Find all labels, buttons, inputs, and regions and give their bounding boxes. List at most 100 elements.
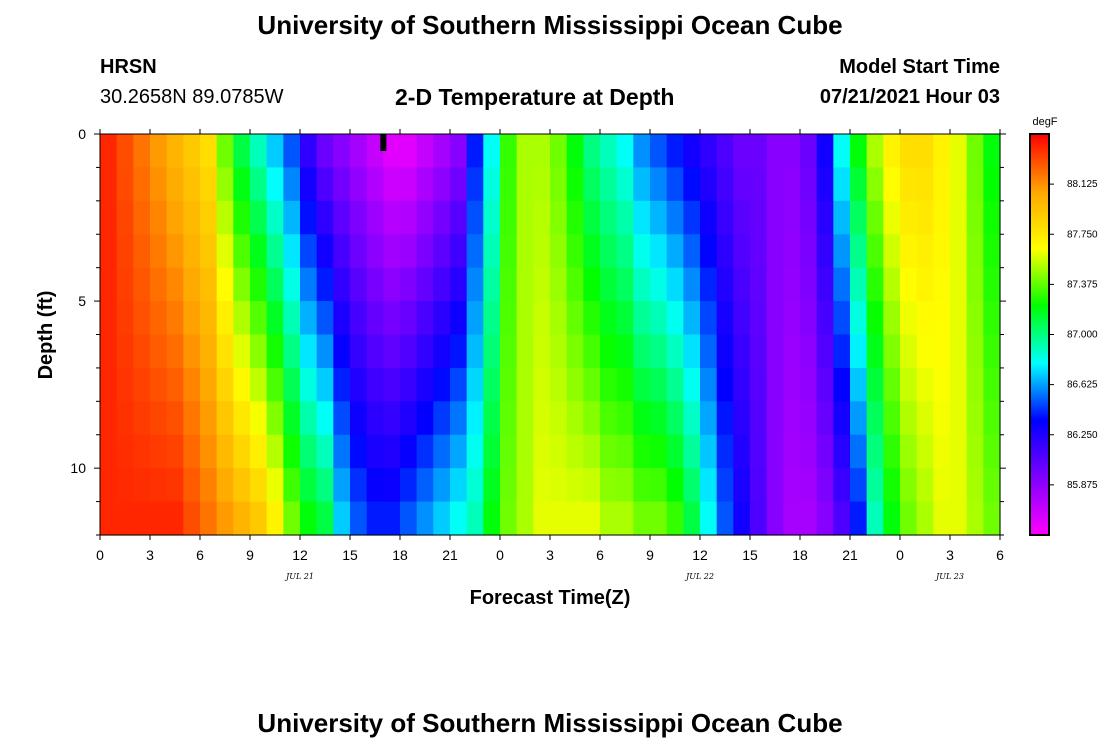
- x-tick-label: 18: [392, 547, 408, 563]
- heatmap-cell: [266, 134, 284, 169]
- heatmap-cell: [766, 167, 784, 202]
- heatmap-cell: [150, 367, 168, 402]
- heatmap-cell: [950, 367, 968, 402]
- heatmap-cell: [750, 367, 768, 402]
- heatmap-cell: [100, 134, 118, 169]
- heatmap-cell: [566, 134, 584, 169]
- heatmap-cell: [333, 301, 351, 336]
- heatmap-cell: [666, 401, 684, 436]
- heatmap-cell: [216, 468, 234, 503]
- heatmap-cell: [166, 401, 184, 436]
- heatmap-cell: [166, 134, 184, 169]
- heatmap-cell: [316, 200, 334, 235]
- heatmap-cell: [950, 234, 968, 269]
- heatmap-cell: [616, 267, 634, 302]
- heatmap-cell: [316, 434, 334, 469]
- heatmap-cell: [366, 501, 384, 536]
- heatmap-cell: [516, 501, 534, 536]
- heatmap-cell: [216, 501, 234, 536]
- heatmap-cell: [433, 468, 451, 503]
- heatmap-cell: [616, 501, 634, 536]
- colorbar-tick-label: 86.625: [1067, 380, 1098, 391]
- heatmap-cell: [300, 301, 318, 336]
- heatmap-cell: [650, 301, 668, 336]
- heatmap-cell: [216, 234, 234, 269]
- heatmap-cell: [716, 434, 734, 469]
- heatmap-cell: [550, 401, 568, 436]
- heatmap-cell: [200, 434, 218, 469]
- heatmap-cell: [833, 134, 851, 169]
- heatmap-cell: [450, 468, 468, 503]
- heatmap-cell: [350, 367, 368, 402]
- heatmap-cell: [266, 501, 284, 536]
- heatmap-cell: [483, 468, 501, 503]
- heatmap-cell: [216, 401, 234, 436]
- heatmap-cell: [983, 234, 1001, 269]
- heatmap-cell: [850, 301, 868, 336]
- heatmap-cell: [233, 301, 251, 336]
- heatmap-cell: [816, 434, 834, 469]
- heatmap-cell: [266, 234, 284, 269]
- heatmap-cell: [350, 468, 368, 503]
- heatmap-cell: [583, 367, 601, 402]
- heatmap-cell: [950, 468, 968, 503]
- heatmap-cell: [666, 234, 684, 269]
- heatmap-cell: [750, 267, 768, 302]
- x-date-label: JUL 23: [934, 572, 964, 581]
- colorbar-tick-label: 86.250: [1067, 430, 1098, 441]
- x-tick-label: 12: [292, 547, 308, 563]
- heatmap-cell: [333, 367, 351, 402]
- heatmap-cell: [366, 334, 384, 369]
- heatmap-cell: [183, 501, 201, 536]
- heatmap-cell: [500, 234, 518, 269]
- heatmap-cell: [883, 434, 901, 469]
- heatmap-cell: [283, 334, 301, 369]
- heatmap-cell: [116, 234, 134, 269]
- heatmap-cell: [516, 434, 534, 469]
- heatmap-cell: [550, 200, 568, 235]
- heatmap-cell: [783, 334, 801, 369]
- heatmap-cell: [350, 167, 368, 202]
- y-axis-label: Depth (ft): [35, 291, 57, 380]
- heatmap-cell: [233, 434, 251, 469]
- heatmap-cell: [583, 234, 601, 269]
- heatmap-cell: [333, 334, 351, 369]
- heatmap-cell: [516, 301, 534, 336]
- heatmap-cell: [233, 267, 251, 302]
- heatmap-cell: [733, 200, 751, 235]
- heatmap-cell: [500, 334, 518, 369]
- heatmap-cell: [550, 434, 568, 469]
- heatmap-cell: [733, 234, 751, 269]
- heatmap-cell: [466, 501, 484, 536]
- heatmap-cell: [566, 501, 584, 536]
- heatmap-cell: [216, 200, 234, 235]
- heatmap-cell: [433, 501, 451, 536]
- heatmap-cell: [600, 401, 618, 436]
- heatmap-cell: [266, 468, 284, 503]
- heatmap-cell: [600, 267, 618, 302]
- heatmap-cell: [633, 334, 651, 369]
- heatmap-cell: [250, 234, 268, 269]
- heatmap-cell: [816, 200, 834, 235]
- heatmap-cell: [916, 367, 934, 402]
- heatmap-cell: [716, 200, 734, 235]
- heatmap-cell: [616, 301, 634, 336]
- heatmap-cell: [200, 334, 218, 369]
- heatmap-cell: [666, 501, 684, 536]
- heatmap-cell: [166, 234, 184, 269]
- heatmap-cell: [950, 401, 968, 436]
- heatmap-cell: [766, 434, 784, 469]
- heatmap-cell: [150, 200, 168, 235]
- heatmap-cell: [233, 134, 251, 169]
- footer-title: University of Southern Mississippi Ocean…: [257, 708, 843, 738]
- heatmap-cell: [550, 267, 568, 302]
- heatmap-cell: [766, 334, 784, 369]
- heatmap-cell: [850, 401, 868, 436]
- heatmap-cell: [783, 134, 801, 169]
- heatmap-cell: [966, 167, 984, 202]
- x-tick-label: 0: [96, 547, 104, 563]
- heatmap-cell: [316, 167, 334, 202]
- heatmap-cell: [166, 501, 184, 536]
- heatmap-cell: [766, 134, 784, 169]
- heatmap-cell: [816, 267, 834, 302]
